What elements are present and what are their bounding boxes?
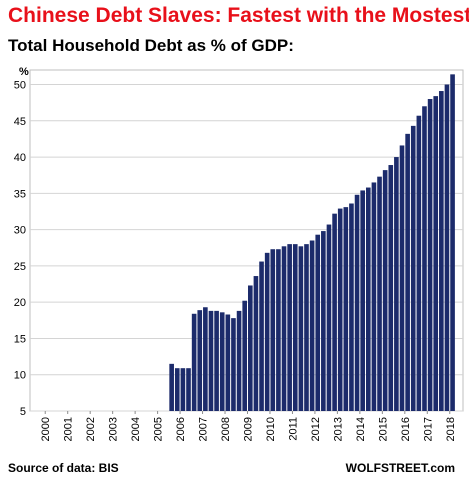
bar xyxy=(214,310,219,411)
x-tick-label: 2003 xyxy=(108,417,120,441)
x-tick-label: 2004 xyxy=(130,417,142,441)
x-axis-ticks: 2000 2001 2002 2003 2004 2005 2006 2007 2008 2009… xyxy=(40,411,457,441)
y-axis-ticks: 5 10 15 20 25 30 35 40 45 50 xyxy=(14,80,26,418)
y-tick-label: 45 xyxy=(14,116,26,128)
bar xyxy=(388,165,394,411)
bar xyxy=(332,213,337,411)
bar xyxy=(197,310,203,411)
bar xyxy=(410,125,416,412)
y-tick-label: 50 xyxy=(14,80,26,92)
bar xyxy=(236,310,242,411)
bar xyxy=(444,84,450,411)
x-tick-label: 2014 xyxy=(355,417,367,441)
bar xyxy=(281,246,287,411)
source-note: Source of data: BIS xyxy=(8,461,119,475)
y-tick-label: 15 xyxy=(14,333,26,345)
x-tick-label: 2005 xyxy=(153,417,165,441)
x-tick-label: 2018 xyxy=(445,417,457,441)
bar xyxy=(399,145,405,411)
bar xyxy=(354,194,360,411)
x-tick-label: 2000 xyxy=(40,417,52,441)
bar xyxy=(169,363,174,411)
y-axis-unit: % xyxy=(19,66,29,78)
bar xyxy=(365,187,371,411)
bar xyxy=(405,133,410,411)
x-tick-label: 2007 xyxy=(198,417,210,441)
bar xyxy=(450,74,455,411)
bar xyxy=(231,318,236,411)
bar xyxy=(203,307,208,411)
bar xyxy=(287,244,292,411)
x-tick-label: 2008 xyxy=(220,417,232,441)
x-tick-label: 2009 xyxy=(243,417,255,441)
y-tick-label: 40 xyxy=(14,152,26,164)
y-tick-label: 20 xyxy=(14,297,26,309)
bar xyxy=(326,224,332,411)
bar xyxy=(309,240,315,411)
bar xyxy=(371,182,377,411)
bar xyxy=(276,249,281,411)
x-tick-label: 2010 xyxy=(265,417,277,441)
x-tick-label: 2016 xyxy=(400,417,412,441)
bar xyxy=(248,285,253,411)
chart-title: Chinese Debt Slaves: Fastest with the Mo… xyxy=(8,4,469,27)
x-tick-label: 2015 xyxy=(377,417,389,441)
bar xyxy=(433,96,439,412)
bar xyxy=(382,170,388,411)
y-tick-label: 10 xyxy=(14,370,26,382)
x-tick-label: 2012 xyxy=(310,417,322,441)
bar xyxy=(315,234,321,411)
bar xyxy=(180,368,186,411)
bar xyxy=(439,91,444,411)
bar xyxy=(360,190,365,411)
bar xyxy=(394,157,399,411)
bar xyxy=(298,246,304,411)
bar xyxy=(427,99,433,412)
x-tick-label: 2006 xyxy=(175,417,187,441)
bar xyxy=(292,244,298,411)
bar xyxy=(304,244,309,411)
y-tick-label: 35 xyxy=(14,188,26,200)
x-tick-label: 2013 xyxy=(332,417,344,441)
bar xyxy=(186,368,191,411)
bar xyxy=(422,106,427,411)
x-tick-label: 2011 xyxy=(287,417,299,441)
bar xyxy=(208,310,214,411)
bar xyxy=(337,208,343,411)
bar xyxy=(174,368,180,411)
bar xyxy=(259,261,264,411)
bars xyxy=(169,74,455,412)
x-tick-label: 2017 xyxy=(422,417,434,441)
bar xyxy=(225,314,231,411)
bar xyxy=(343,207,349,411)
bar xyxy=(270,249,276,411)
bar xyxy=(264,252,270,411)
x-tick-label: 2002 xyxy=(85,417,97,441)
bar xyxy=(219,312,225,411)
bar xyxy=(191,313,197,411)
brand-label: WOLFSTREET.com xyxy=(345,461,455,475)
chart-subtitle: Total Household Debt as % of GDP: xyxy=(8,36,294,55)
bar xyxy=(253,276,259,411)
bar xyxy=(349,203,354,411)
bar xyxy=(377,176,382,411)
y-tick-label: 25 xyxy=(14,261,26,273)
bar xyxy=(416,115,422,412)
bar xyxy=(242,300,247,411)
y-tick-label: 30 xyxy=(14,225,26,237)
bar xyxy=(321,231,326,411)
x-tick-label: 2001 xyxy=(63,417,75,441)
y-tick-label: 5 xyxy=(20,406,26,418)
